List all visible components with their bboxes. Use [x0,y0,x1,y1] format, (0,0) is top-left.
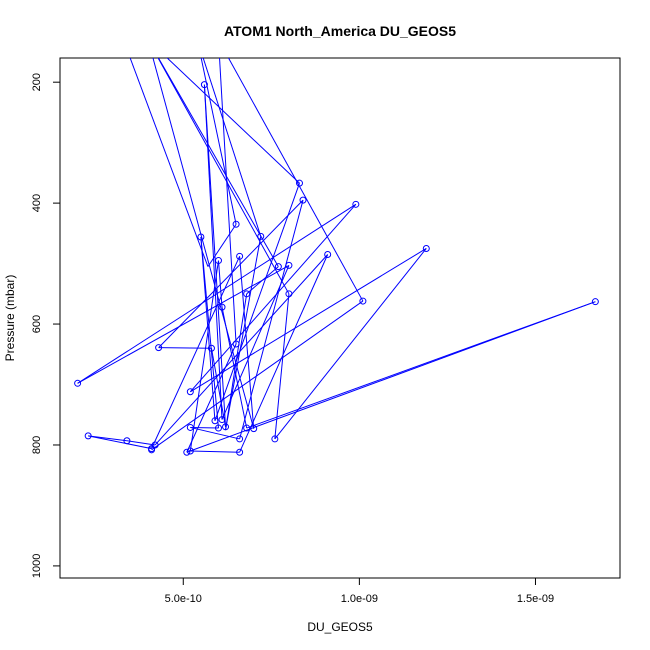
data-point [324,251,332,259]
series-segment [217,260,223,308]
data-point [183,448,191,456]
series-segment [88,435,127,442]
series-segment [186,343,237,453]
data-point [207,344,215,352]
plot-frame [59,57,621,579]
series-segment [186,301,596,453]
chart-title: ATOM1 North_America DU_GEOS5 [224,23,456,39]
data-point [271,435,279,443]
data-point [285,290,293,298]
data-point [232,340,240,348]
series-segment [158,199,304,348]
data-point [197,233,205,241]
series-segment [77,264,290,384]
data-point [186,388,194,396]
series-segment [157,58,279,267]
data-point [236,448,244,456]
data-point [232,220,240,228]
series-segment [126,440,156,446]
data-point [151,441,159,449]
data-point [186,423,194,431]
data-point [123,437,131,445]
data-point [352,200,360,208]
data-point [359,297,367,305]
data-point [218,416,226,424]
y-tick-label: 400 [31,194,43,212]
series-segment [274,248,427,440]
data-point [186,447,194,455]
x-tick-label: 1.0e-09 [341,593,378,605]
series-segment [151,256,241,449]
plot-area [74,58,599,456]
series-segment [88,435,152,450]
data-point [295,179,303,187]
data-point [422,244,430,252]
data-point [274,263,282,271]
y-tick-label: 1000 [31,554,43,578]
x-tick-label: 1.5e-09 [517,593,554,605]
series-segment [202,58,262,237]
series-segment [227,58,364,302]
series-segment [225,236,262,430]
series-segment [190,426,240,440]
data-point [299,196,307,204]
series-segment [158,347,212,349]
x-tick-label: 5.0e-10 [165,593,202,605]
data-point [222,423,230,431]
series-segment [151,300,364,451]
series-segment [239,256,255,429]
series-segment [189,203,357,393]
data-point [591,298,599,306]
series-segment [221,265,290,420]
series-segment [210,348,227,427]
data-point [74,379,82,387]
data-point [214,424,222,432]
series-segment [207,224,237,267]
series-segment [219,58,237,345]
y-tick-label: 200 [31,73,43,91]
data-point [211,417,219,425]
series-segment [190,248,427,393]
data-point [243,424,251,432]
data-point [250,425,258,433]
series-segment [190,426,219,429]
x-axis: 5.0e-10 1.0e-09 1.5e-09 [165,577,554,605]
series-segment [200,58,237,225]
data-point [236,252,244,260]
data-point [257,232,265,240]
data-point [285,261,293,269]
series-segment [239,254,329,453]
y-tick-label: 600 [31,315,43,333]
y-tick-label: 800 [31,436,43,454]
series-segment [154,254,329,446]
data-point [218,303,226,311]
series-segment [166,58,300,184]
y-axis: 200 400 600 800 1000 [31,73,61,578]
series-segment [203,84,227,427]
series-segment [239,199,304,440]
series-segment [157,58,290,295]
series-segment [129,58,209,267]
y-axis-label: Pressure (mbar) [3,275,17,362]
series-segment [190,450,240,453]
data-point [148,446,156,454]
series-segment [203,84,223,420]
data-point [84,432,92,440]
data-point [155,344,163,352]
data-point [243,290,251,298]
data-point [214,257,222,265]
data-point [236,435,244,443]
series-segment [214,182,300,421]
series-segment [221,307,248,429]
x-axis-label: DU_GEOS5 [307,620,373,634]
series-segment [274,293,290,439]
data-point [200,81,208,89]
